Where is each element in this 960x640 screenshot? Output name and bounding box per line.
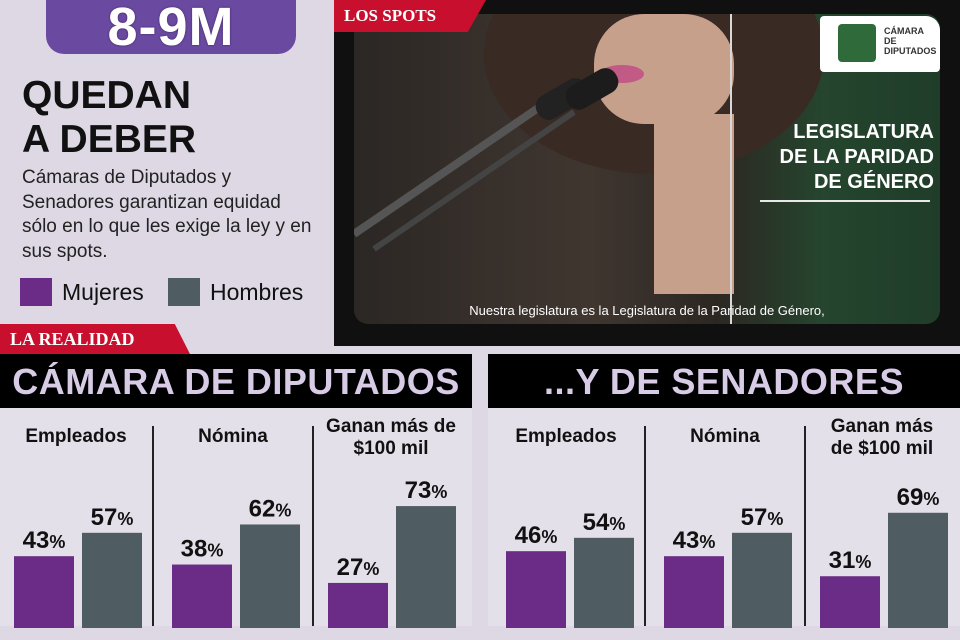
category-label-ganan-mas: Ganan más de $100 mil bbox=[326, 416, 456, 459]
bar-hombres bbox=[396, 506, 456, 628]
legend-swatch-hombres bbox=[168, 278, 200, 306]
woman-face bbox=[594, 14, 734, 124]
senadores-panel-header: ...Y DE SENADORES bbox=[488, 354, 960, 408]
bar-mujeres bbox=[664, 556, 724, 628]
video-still[interactable] bbox=[354, 14, 940, 324]
bar-value-label: 69% bbox=[897, 484, 940, 511]
seal-icon bbox=[838, 24, 876, 62]
legislatura-rule bbox=[760, 200, 930, 202]
bar-hombres bbox=[574, 537, 634, 628]
legend-label-mujeres: Mujeres bbox=[62, 279, 144, 305]
microphone-stand bbox=[354, 100, 547, 238]
bar-value-label: 73% bbox=[405, 477, 448, 504]
category-label-empleados: Empleados bbox=[25, 426, 127, 447]
date-badge: 8-9M bbox=[46, 0, 296, 54]
bar-mujeres bbox=[506, 551, 566, 628]
column-divider bbox=[312, 426, 314, 626]
bar-value-label: 57% bbox=[91, 504, 134, 531]
microphone-head-2 bbox=[565, 68, 619, 110]
bar-mujeres bbox=[328, 582, 388, 628]
column-divider bbox=[152, 426, 154, 626]
bar-value-label: 43% bbox=[23, 527, 66, 554]
legislatura-title-line3: DE GÉNERO bbox=[813, 171, 934, 193]
logo-text: CÁMARA DE DIPUTADOS bbox=[884, 26, 938, 56]
headline-line2: A DEBER bbox=[22, 118, 197, 161]
bar-value-label: 54% bbox=[583, 509, 626, 536]
diputados-panel-header: CÁMARA DE DIPUTADOS bbox=[0, 354, 472, 408]
legend-label-hombres: Hombres bbox=[210, 279, 304, 305]
bar-hombres bbox=[732, 532, 792, 628]
bar-value-label: 43% bbox=[673, 527, 716, 554]
senadores-panel-title: ...Y DE SENADORES bbox=[544, 361, 904, 402]
camara-diputados-logo: CÁMARA DE DIPUTADOS bbox=[820, 16, 940, 72]
los-spots-tag: LOS SPOTS bbox=[334, 0, 486, 32]
bar-value-label: 31% bbox=[829, 547, 872, 574]
microphone-stand-2 bbox=[372, 109, 576, 252]
column-divider bbox=[644, 426, 646, 626]
category-label-nomina: Nómina bbox=[198, 426, 268, 447]
los-spots-tag-text: LOS SPOTS bbox=[344, 6, 437, 25]
video-divider bbox=[730, 14, 732, 324]
category-label-empleados: Empleados bbox=[515, 426, 617, 447]
bar-value-label: 57% bbox=[741, 504, 784, 531]
date-badge-text: 8-9M bbox=[107, 0, 235, 57]
headline-line1: QUEDAN bbox=[22, 74, 192, 117]
subhead: Cámaras de Diputados y Senadores garanti… bbox=[22, 167, 312, 262]
la-realidad-tag-text: LA REALIDAD bbox=[10, 329, 135, 349]
bar-value-label: 62% bbox=[249, 495, 292, 522]
bar-mujeres bbox=[820, 576, 880, 628]
logo-text-line2: DIPUTADOS bbox=[884, 46, 937, 56]
category-label-ganan-mas: Ganan más de $100 mil bbox=[830, 416, 934, 459]
bar-hombres bbox=[888, 512, 948, 628]
category-label-nomina: Nómina bbox=[690, 426, 760, 447]
diputados-panel-title: CÁMARA DE DIPUTADOS bbox=[12, 361, 460, 402]
bar-mujeres bbox=[172, 564, 232, 628]
la-realidad-tag: LA REALIDAD bbox=[0, 324, 190, 354]
legislatura-title-line2: DE LA PARIDAD bbox=[779, 146, 934, 168]
video-scene bbox=[354, 14, 824, 294]
column-divider bbox=[804, 426, 806, 626]
legislatura-title-line1: LEGISLATURA bbox=[793, 121, 934, 143]
bar-value-label: 27% bbox=[337, 554, 380, 581]
legislatura-title: LEGISLATURA DE LA PARIDAD DE GÉNERO bbox=[744, 120, 934, 195]
diputados-panel bbox=[0, 408, 472, 626]
headline: QUEDAN A DEBER bbox=[22, 74, 196, 162]
legend-swatch-mujeres bbox=[20, 278, 52, 306]
bar-value-label: 38% bbox=[181, 536, 224, 563]
bar-value-label: 46% bbox=[515, 522, 558, 549]
logo-text-line1: CÁMARA DE bbox=[884, 26, 924, 46]
bar-hombres bbox=[82, 532, 142, 628]
bar-hombres bbox=[240, 524, 300, 628]
woman-neck bbox=[654, 114, 734, 294]
video-caption: Nuestra legislatura es la Legislatura de… bbox=[469, 303, 825, 318]
bar-mujeres bbox=[14, 556, 74, 628]
